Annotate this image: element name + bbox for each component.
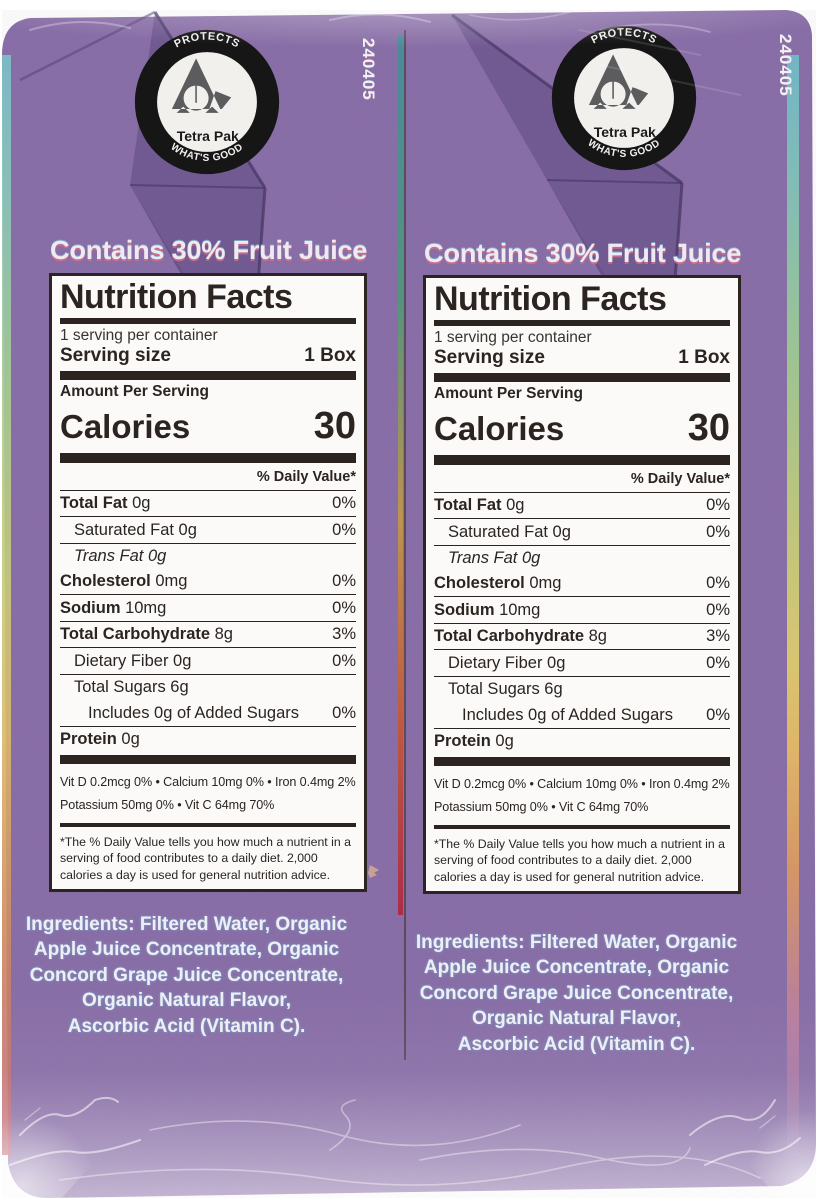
svg-text:Tetra Pak: Tetra Pak <box>177 128 239 144</box>
svg-text:®: ® <box>677 123 682 130</box>
svg-text:®: ® <box>260 127 265 134</box>
svg-text:Tetra Pak: Tetra Pak <box>594 124 656 140</box>
